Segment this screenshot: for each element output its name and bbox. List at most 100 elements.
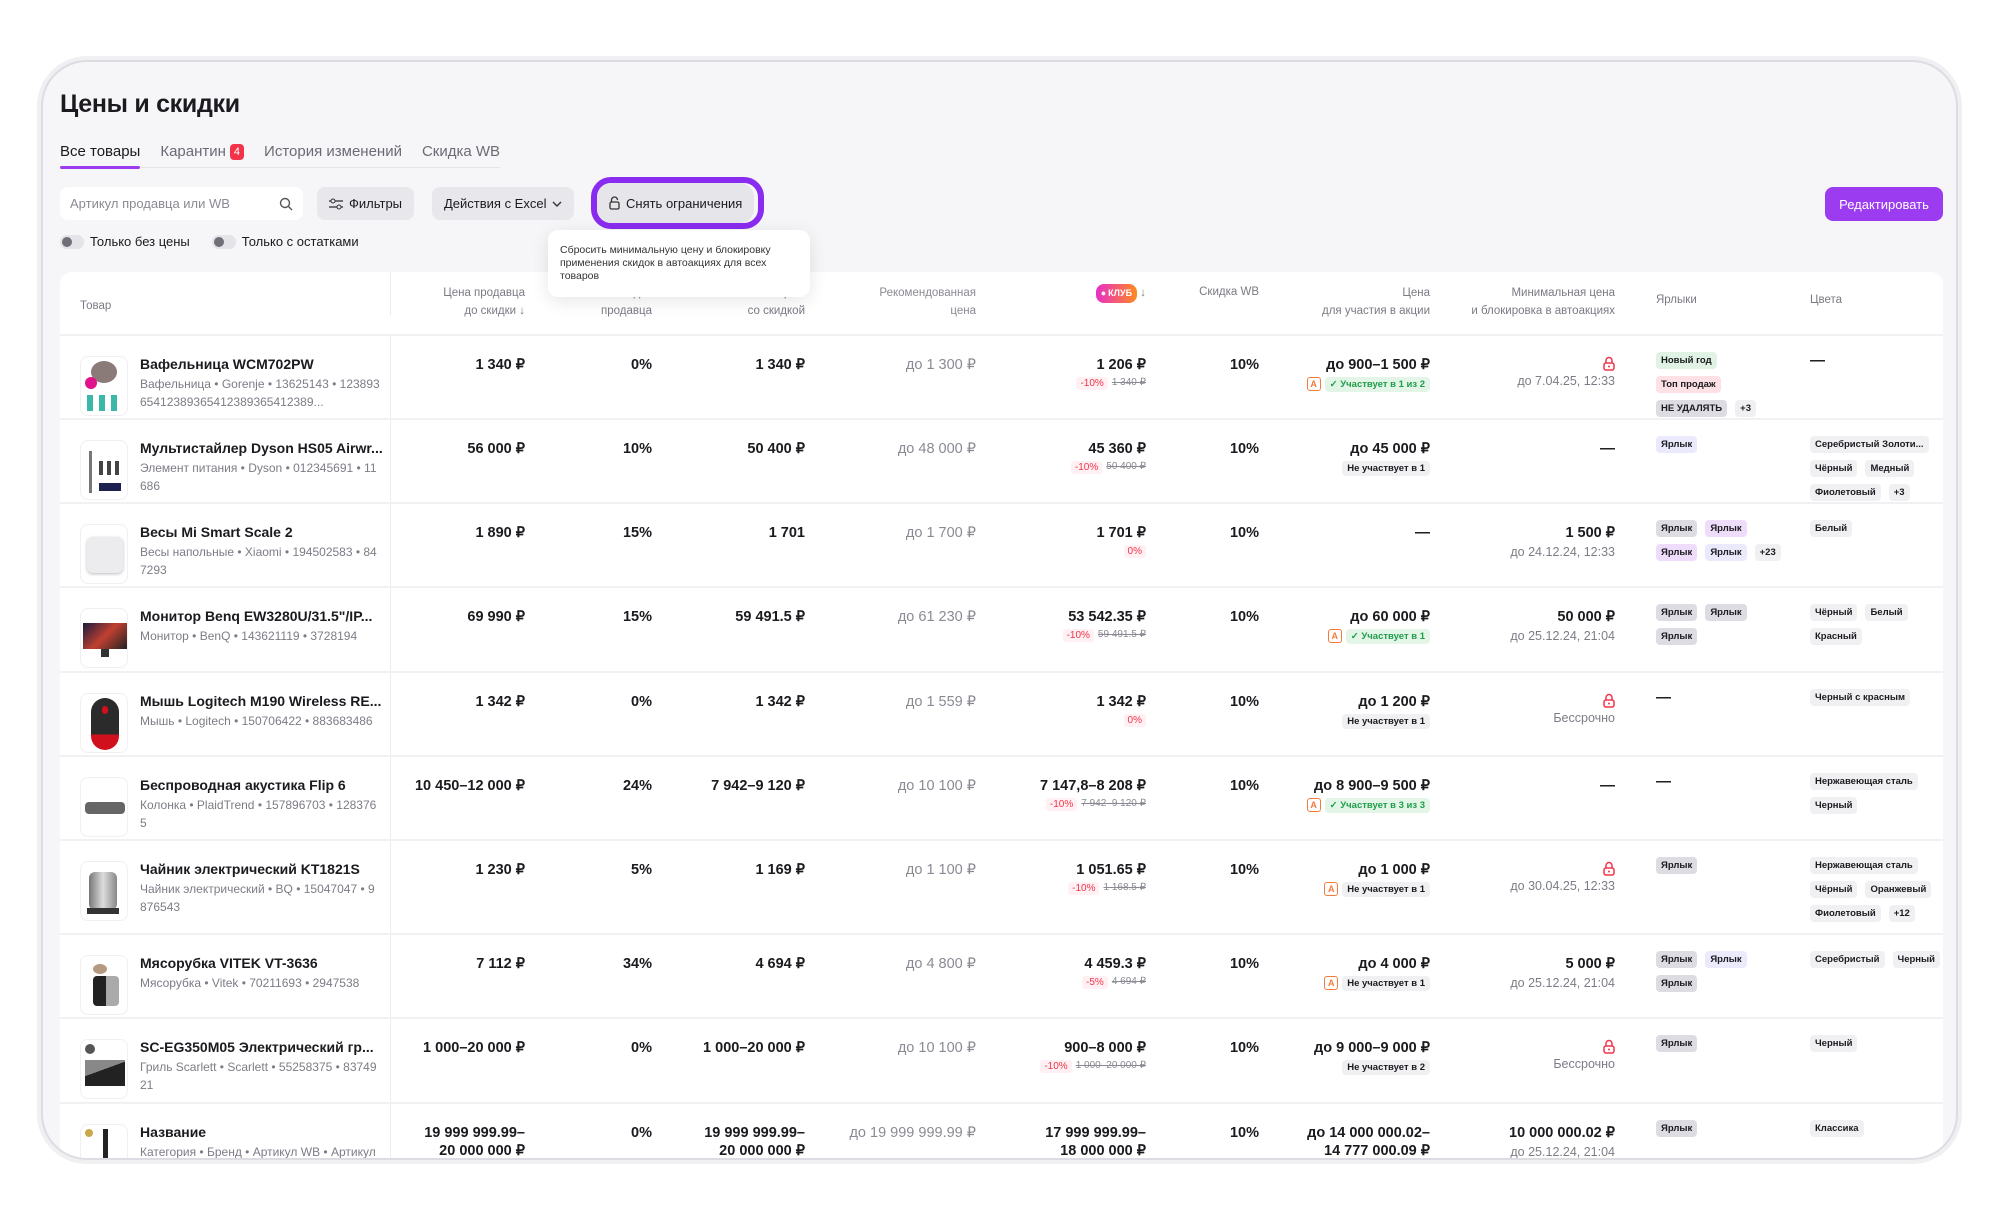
label-chip[interactable]: Ярлык bbox=[1656, 628, 1698, 645]
label-chip[interactable]: Ярлык bbox=[1656, 975, 1698, 992]
label-chip[interactable]: Ярлык bbox=[1656, 544, 1698, 561]
color-chip[interactable]: Чёрный bbox=[1810, 881, 1858, 898]
filters-button[interactable]: Фильтры bbox=[317, 187, 415, 220]
color-chip[interactable]: Черный с красным bbox=[1810, 689, 1911, 706]
table-row[interactable]: Беспроводная акустика Flip 6 Колонка • Pl… bbox=[60, 757, 1943, 841]
promo-status-badge[interactable]: ✓ Участвует в 3 из 3 bbox=[1324, 798, 1430, 813]
product-name[interactable]: Название bbox=[140, 1124, 207, 1140]
labels-cell: — bbox=[1625, 673, 1800, 755]
promo-status-badge[interactable]: Не участвует в 1 bbox=[1342, 976, 1430, 991]
toggle-with-stock[interactable]: Только с остатками bbox=[211, 234, 359, 249]
product-name[interactable]: Чайник электрический KT1821S bbox=[140, 861, 360, 877]
edit-button[interactable]: Редактировать bbox=[1825, 187, 1943, 221]
promo-status-badge[interactable]: ✓ Участвует в 1 bbox=[1345, 629, 1430, 644]
color-chip[interactable]: Черный bbox=[1810, 797, 1858, 814]
promo-status-badge[interactable]: Не участвует в 2 bbox=[1342, 1060, 1430, 1075]
product-cell[interactable]: Монитор Benq EW3280U/31.5"/IP... Монитор … bbox=[60, 588, 391, 671]
promo-status-badge[interactable]: Не участвует в 1 bbox=[1342, 882, 1430, 897]
label-chip[interactable]: Ярлык bbox=[1705, 604, 1747, 621]
product-name[interactable]: SC-EG350M05 Электрический гр... bbox=[140, 1039, 374, 1055]
table-row[interactable]: Вафельница WCM702PW Вафельница • Gorenje … bbox=[60, 336, 1943, 420]
label-chip[interactable]: Ярлык bbox=[1656, 436, 1698, 453]
label-chip[interactable]: Ярлык bbox=[1705, 544, 1747, 561]
label-chip[interactable]: Ярлык bbox=[1705, 951, 1747, 968]
color-chip[interactable]: +12 bbox=[1888, 905, 1915, 922]
label-chip[interactable]: Ярлык bbox=[1656, 951, 1698, 968]
label-chip[interactable]: Топ продаж bbox=[1656, 376, 1721, 393]
remove-limits-button[interactable]: Снять ограничения bbox=[597, 183, 755, 223]
product-name[interactable]: Мультистайлер Dyson HS05 Airwr... bbox=[140, 440, 383, 456]
color-chip[interactable]: Красный bbox=[1810, 628, 1862, 645]
color-chip[interactable]: Фиолетовый bbox=[1810, 484, 1881, 501]
color-chip[interactable]: Серебристый Золоти... bbox=[1810, 436, 1929, 453]
promo-status-badge[interactable]: Не участвует в 1 bbox=[1342, 461, 1430, 476]
table-row[interactable]: SC-EG350M05 Электрический гр... Гриль Sca… bbox=[60, 1019, 1943, 1104]
table-row[interactable]: Мясорубка VITEK VT-3636 Мясорубка • Vitek… bbox=[60, 935, 1943, 1019]
tab-all-products[interactable]: Все товары bbox=[60, 143, 141, 169]
tab-wb-discount[interactable]: Скидка WB bbox=[422, 143, 500, 160]
color-chip[interactable]: Черный bbox=[1810, 1035, 1858, 1052]
product-name[interactable]: Мясорубка VITEK VT-3636 bbox=[140, 955, 318, 971]
label-chip[interactable]: +23 bbox=[1754, 544, 1781, 561]
color-chip[interactable]: Чёрный bbox=[1810, 604, 1858, 621]
label-chip[interactable]: Ярлык bbox=[1656, 857, 1698, 874]
empty-dash: — bbox=[1810, 352, 1825, 369]
color-chip[interactable]: Классика bbox=[1810, 1120, 1864, 1137]
tab-history[interactable]: История изменений bbox=[264, 143, 402, 160]
product-cell[interactable]: Название Категория • Бренд • Артикул WB •… bbox=[60, 1104, 391, 1158]
product-name[interactable]: Мышь Logitech M190 Wireless RE... bbox=[140, 693, 382, 709]
col-price-before[interactable]: Цена продавца до скидки ↓ bbox=[443, 287, 525, 317]
color-chip[interactable]: Фиолетовый bbox=[1810, 905, 1881, 922]
label-chip[interactable]: Ярлык bbox=[1656, 604, 1698, 621]
promo-status-badge[interactable]: ✓ Участвует в 1 из 2 bbox=[1324, 377, 1430, 392]
product-cell[interactable]: Мультистайлер Dyson HS05 Airwr... Элемент… bbox=[60, 420, 391, 502]
product-name[interactable]: Вафельница WCM702PW bbox=[140, 356, 314, 372]
product-cell[interactable]: Вафельница WCM702PW Вафельница • Gorenje … bbox=[60, 336, 391, 418]
switch[interactable] bbox=[211, 234, 236, 249]
product-cell[interactable]: SC-EG350M05 Электрический гр... Гриль Sca… bbox=[60, 1019, 391, 1102]
product-cell[interactable]: Чайник электрический KT1821S Чайник элект… bbox=[60, 841, 391, 933]
label-chip[interactable]: Ярлык bbox=[1705, 520, 1747, 537]
table-row[interactable]: Весы Mi Smart Scale 2 Весы напольные • Xi… bbox=[60, 504, 1943, 588]
product-cell[interactable]: Весы Mi Smart Scale 2 Весы напольные • Xi… bbox=[60, 504, 391, 586]
switch[interactable] bbox=[60, 234, 84, 249]
lock-icon[interactable] bbox=[1440, 1039, 1615, 1054]
color-chip[interactable]: +3 bbox=[1888, 484, 1910, 501]
promo-status-badge[interactable]: Не участвует в 1 bbox=[1342, 714, 1430, 729]
color-chip[interactable]: Чёрный bbox=[1810, 460, 1858, 477]
excel-actions-dropdown[interactable]: Действия с Excel bbox=[432, 187, 575, 220]
table-row[interactable]: Мультистайлер Dyson HS05 Airwr... Элемент… bbox=[60, 420, 1943, 504]
product-cell[interactable]: Беспроводная акустика Flip 6 Колонка • Pl… bbox=[60, 757, 391, 839]
tab-quarantine[interactable]: Карантин 4 bbox=[160, 143, 245, 160]
price-before-cell: 10 450–12 000 ₽ bbox=[391, 757, 535, 839]
product-name[interactable]: Беспроводная акустика Flip 6 bbox=[140, 777, 346, 793]
color-chip[interactable]: Белый bbox=[1810, 520, 1853, 537]
product-cell[interactable]: Мышь Logitech M190 Wireless RE... Мышь • … bbox=[60, 673, 391, 755]
lock-icon[interactable] bbox=[1440, 861, 1615, 876]
product-name[interactable]: Монитор Benq EW3280U/31.5"/IP... bbox=[140, 608, 373, 624]
label-chip[interactable]: Ярлык bbox=[1656, 1120, 1698, 1137]
color-chip[interactable]: Белый bbox=[1865, 604, 1908, 621]
label-chip[interactable]: Новый год bbox=[1656, 352, 1717, 369]
label-chip[interactable]: Ярлык bbox=[1656, 1035, 1698, 1052]
label-chip[interactable]: НЕ УДАЛЯТЬ bbox=[1656, 400, 1728, 417]
color-chip[interactable]: Медный bbox=[1865, 460, 1915, 477]
table-row[interactable]: Монитор Benq EW3280U/31.5"/IP... Монитор … bbox=[60, 588, 1943, 673]
product-cell[interactable]: Мясорубка VITEK VT-3636 Мясорубка • Vitek… bbox=[60, 935, 391, 1017]
color-chip[interactable]: Нержавеющая сталь bbox=[1810, 773, 1918, 790]
label-chip[interactable]: +3 bbox=[1735, 400, 1756, 417]
col-club[interactable]: ● КЛУБ ↓ bbox=[986, 272, 1156, 303]
lock-icon[interactable] bbox=[1440, 356, 1615, 371]
color-chip[interactable]: Оранжевый bbox=[1865, 881, 1932, 898]
table-row[interactable]: Название Категория • Бренд • Артикул WB •… bbox=[60, 1104, 1943, 1158]
color-chip[interactable]: Черный bbox=[1892, 951, 1940, 968]
table-row[interactable]: Мышь Logitech M190 Wireless RE... Мышь • … bbox=[60, 673, 1943, 757]
label-chip[interactable]: Ярлык bbox=[1656, 520, 1698, 537]
table-row[interactable]: Чайник электрический KT1821S Чайник элект… bbox=[60, 841, 1943, 935]
lock-icon[interactable] bbox=[1440, 693, 1615, 708]
color-chip[interactable]: Серебристый bbox=[1810, 951, 1885, 968]
search-input[interactable]: Артикул продавца или WB bbox=[60, 187, 303, 220]
toggle-no-price[interactable]: Только без цены bbox=[60, 234, 190, 249]
color-chip[interactable]: Нержавеющая сталь bbox=[1810, 857, 1918, 874]
product-name[interactable]: Весы Mi Smart Scale 2 bbox=[140, 524, 293, 540]
